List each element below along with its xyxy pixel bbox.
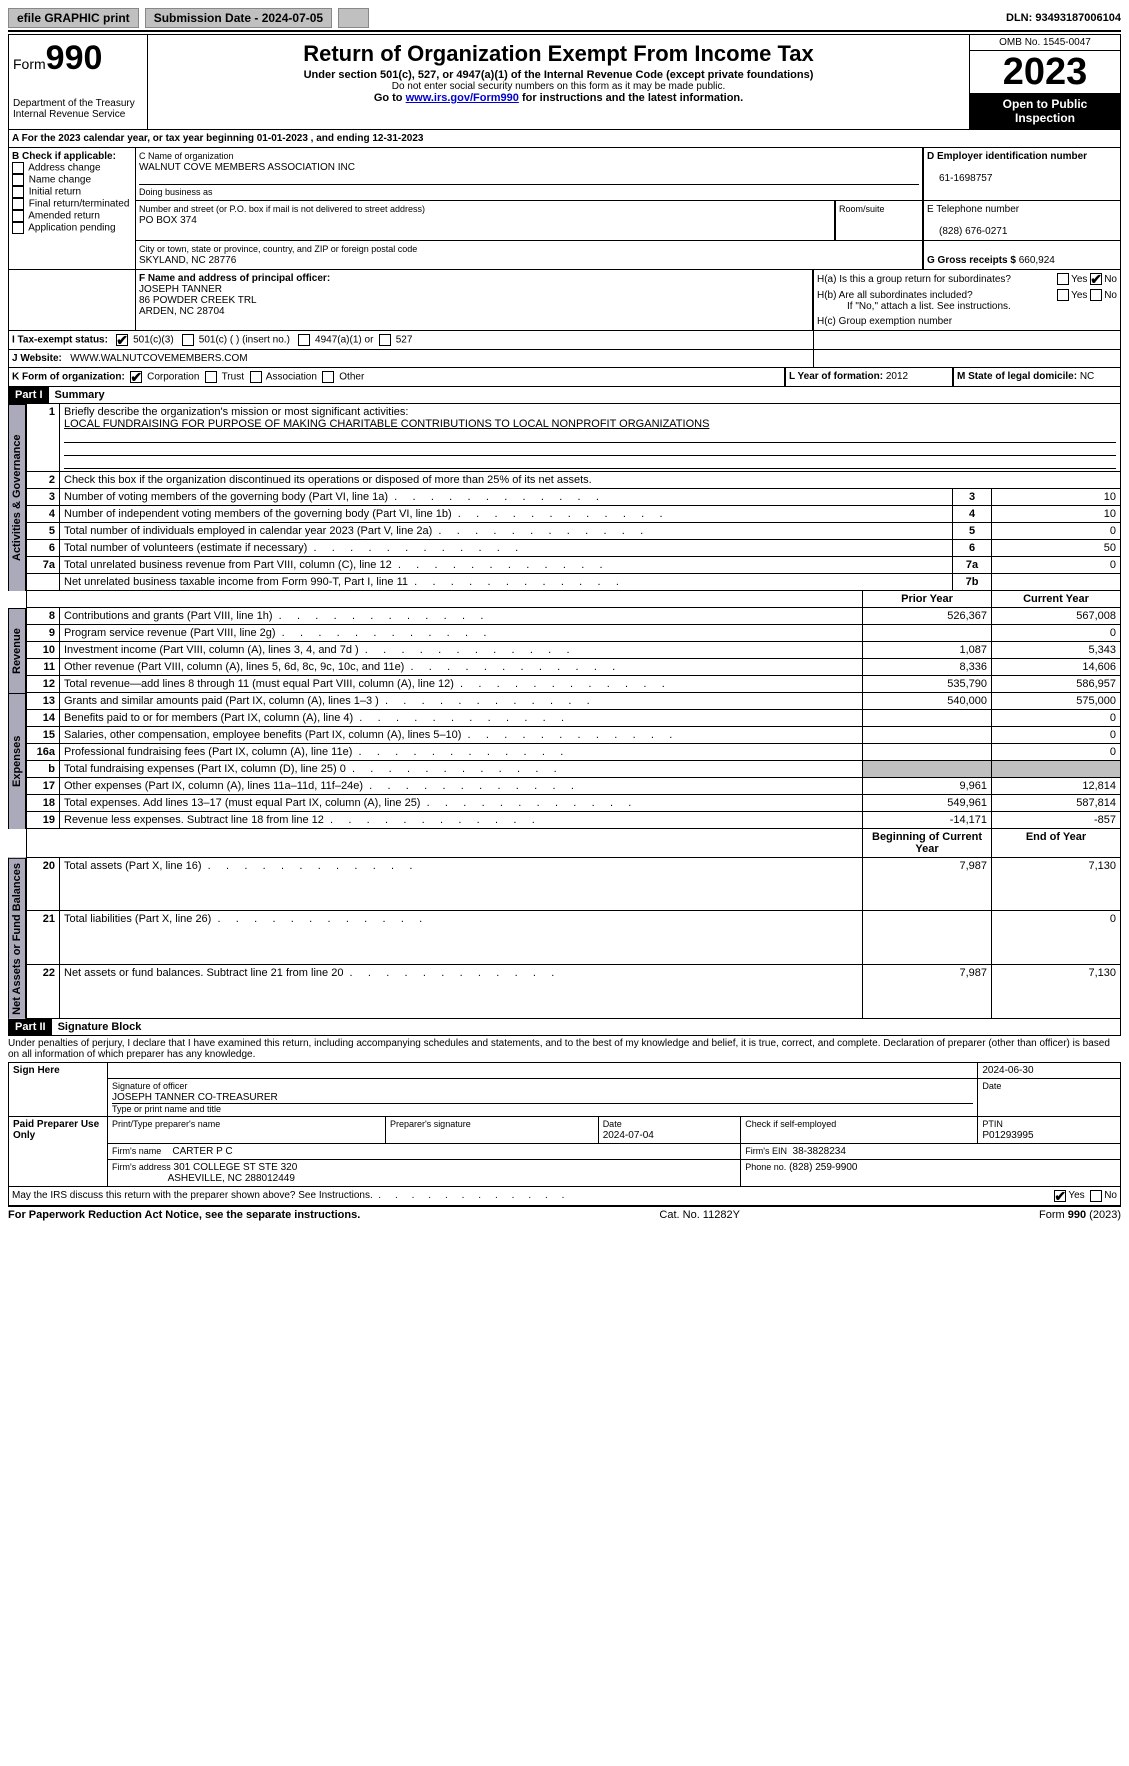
checkbox-discuss-no[interactable] [1090, 1190, 1102, 1202]
mission-text: LOCAL FUNDRAISING FOR PURPOSE OF MAKING … [64, 418, 709, 430]
checkbox-app-pending[interactable] [12, 222, 24, 234]
box-b: B Check if applicable: Address change Na… [8, 148, 135, 270]
blank-button[interactable] [338, 8, 369, 28]
sign-here-label: Sign Here [9, 1062, 108, 1116]
box-g: G Gross receipts $ 660,924 [923, 241, 1121, 270]
submission-date-button[interactable]: Submission Date - 2024-07-05 [145, 8, 332, 28]
dln-label: DLN: 93493187006104 [1006, 12, 1121, 24]
table-row: 18Total expenses. Add lines 13–17 (must … [27, 795, 1121, 812]
checkbox-hb-no[interactable] [1090, 289, 1102, 301]
signature-table: Sign Here 2024-06-30 Signature of office… [8, 1062, 1121, 1187]
box-f: F Name and address of principal officer:… [135, 270, 813, 331]
checkbox-final-return[interactable] [12, 198, 24, 210]
table-row: 10Investment income (Part VIII, column (… [27, 642, 1121, 659]
box-d: D Employer identification number 61-1698… [923, 148, 1121, 201]
netassets-table: 20Total assets (Part X, line 16)7,9877,1… [26, 858, 1121, 1019]
table-row: 17Other expenses (Part IX, column (A), l… [27, 778, 1121, 795]
checkbox-ha-no[interactable] [1090, 273, 1102, 285]
revenue-table: 8Contributions and grants (Part VIII, li… [26, 608, 1121, 693]
checkbox-initial-return[interactable] [12, 186, 24, 198]
checkbox-hb-yes[interactable] [1057, 289, 1069, 301]
website-value: WWW.WALNUTCOVEMEMBERS.COM [70, 353, 247, 364]
table-row: 9Program service revenue (Part VIII, lin… [27, 625, 1121, 642]
table-row: 4Number of independent voting members of… [27, 506, 1121, 523]
subtitle-2: Do not enter social security numbers on … [152, 81, 965, 92]
box-c-name: C Name of organization WALNUT COVE MEMBE… [135, 148, 923, 201]
side-expenses: Expenses [8, 693, 26, 829]
table-row: 8Contributions and grants (Part VIII, li… [27, 608, 1121, 625]
box-j: J Website: WWW.WALNUTCOVEMEMBERS.COM [8, 350, 814, 368]
table-row: bTotal fundraising expenses (Part IX, co… [27, 761, 1121, 778]
side-governance: Activities & Governance [8, 404, 26, 591]
expense-table: 13Grants and similar amounts paid (Part … [26, 693, 1121, 829]
table-row: 20Total assets (Part X, line 16)7,9877,1… [27, 858, 1121, 910]
top-toolbar: efile GRAPHIC print Submission Date - 20… [8, 8, 1121, 32]
efile-print-button[interactable]: efile GRAPHIC print [8, 8, 139, 28]
table-row: 3Number of voting members of the governi… [27, 489, 1121, 506]
checkbox-4947[interactable] [298, 334, 310, 346]
box-m: M State of legal domicile: NC [953, 368, 1121, 387]
spacer-left [8, 270, 135, 331]
form-header: Form990 Department of the Treasury Inter… [8, 34, 1121, 130]
perjury-declaration: Under penalties of perjury, I declare th… [8, 1036, 1121, 1062]
checkbox-assoc[interactable] [250, 371, 262, 383]
form-number: Form990 [13, 39, 143, 78]
checkbox-501c[interactable] [182, 334, 194, 346]
table-row: 6Total number of volunteers (estimate if… [27, 540, 1121, 557]
irs-link[interactable]: www.irs.gov/Form990 [406, 92, 519, 104]
checkbox-other[interactable] [322, 371, 334, 383]
table-row: 21Total liabilities (Part X, line 26)0 [27, 910, 1121, 964]
table-row: 5Total number of individuals employed in… [27, 523, 1121, 540]
table-row: 14Benefits paid to or for members (Part … [27, 710, 1121, 727]
checkbox-amended[interactable] [12, 210, 24, 222]
subtitle-1: Under section 501(c), 527, or 4947(a)(1)… [152, 69, 965, 81]
box-h: H(a) Is this a group return for subordin… [813, 270, 1121, 331]
table-row: 11Other revenue (Part VIII, column (A), … [27, 659, 1121, 676]
omb-number: OMB No. 1545-0047 [970, 35, 1120, 51]
page-footer: For Paperwork Reduction Act Notice, see … [8, 1206, 1121, 1221]
period-row: A For the 2023 calendar year, or tax yea… [8, 130, 1121, 148]
checkbox-discuss-yes[interactable] [1054, 1190, 1066, 1202]
table-row: Net unrelated business taxable income fr… [27, 574, 1121, 591]
form-title: Return of Organization Exempt From Incom… [152, 41, 965, 67]
open-inspection: Open to Public Inspection [970, 93, 1120, 129]
table-row: 15Salaries, other compensation, employee… [27, 727, 1121, 744]
table-row: 13Grants and similar amounts paid (Part … [27, 693, 1121, 710]
checkbox-ha-yes[interactable] [1057, 273, 1069, 285]
box-c-addr: Number and street (or P.O. box if mail i… [135, 201, 835, 241]
subtitle-3: Go to www.irs.gov/Form990 for instructio… [152, 92, 965, 104]
table-row: 7aTotal unrelated business revenue from … [27, 557, 1121, 574]
governance-table: 1 Briefly describe the organization's mi… [26, 404, 1121, 489]
side-revenue: Revenue [8, 608, 26, 693]
part1-header: Part I Summary [8, 387, 1121, 404]
box-k: K Form of organization: Corporation Trus… [8, 368, 785, 387]
table-row: 16aProfessional fundraising fees (Part I… [27, 744, 1121, 761]
checkbox-corp[interactable] [130, 371, 142, 383]
table-row: 19Revenue less expenses. Subtract line 1… [27, 812, 1121, 829]
checkbox-name-change[interactable] [12, 174, 24, 186]
checkbox-trust[interactable] [205, 371, 217, 383]
dept-treasury: Department of the Treasury Internal Reve… [13, 98, 143, 120]
checkbox-501c3[interactable] [116, 334, 128, 346]
box-c-city: City or town, state or province, country… [135, 241, 923, 270]
side-net-assets: Net Assets or Fund Balances [8, 858, 26, 1019]
paid-preparer-label: Paid Preparer Use Only [9, 1116, 108, 1186]
tax-year: 2023 [970, 51, 1120, 93]
table-row: 12Total revenue—add lines 8 through 11 (… [27, 676, 1121, 693]
box-i: I Tax-exempt status: 501(c)(3) 501(c) ( … [8, 331, 814, 350]
box-l: L Year of formation: 2012 [785, 368, 953, 387]
box-h-spill [814, 331, 1121, 350]
part2-header: Part II Signature Block [8, 1019, 1121, 1036]
box-e: E Telephone number (828) 676-0271 [923, 201, 1121, 241]
box-c-room: Room/suite [835, 201, 923, 241]
discuss-row: May the IRS discuss this return with the… [8, 1187, 1121, 1206]
checkbox-527[interactable] [379, 334, 391, 346]
checkbox-address-change[interactable] [12, 162, 24, 174]
table-row: 22Net assets or fund balances. Subtract … [27, 964, 1121, 1018]
